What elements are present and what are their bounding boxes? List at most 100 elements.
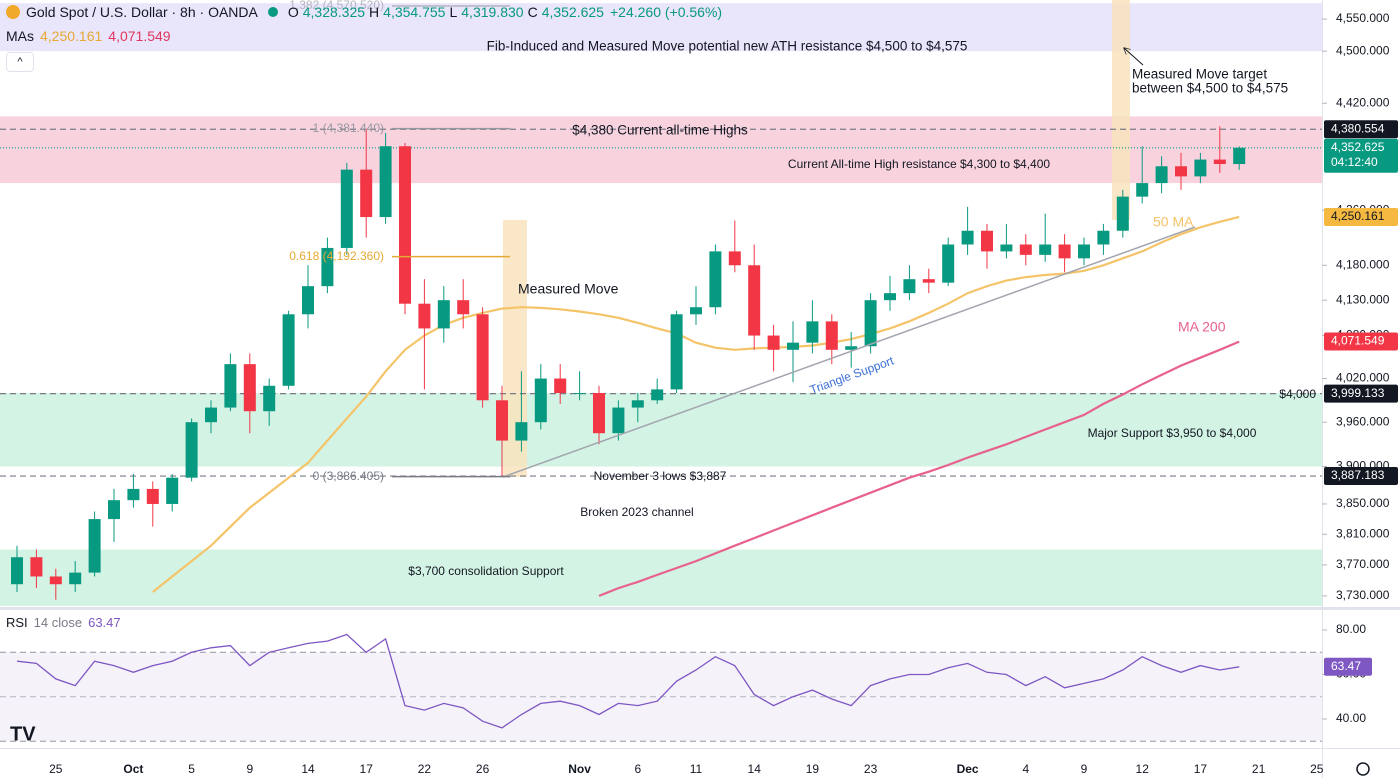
candle-body (11, 557, 23, 585)
candle-body (922, 279, 935, 283)
candle-body (108, 500, 120, 520)
x-tick-label: Oct (123, 762, 143, 776)
candle-body (942, 244, 955, 283)
moving-average (598, 340, 1240, 597)
market-status (267, 7, 278, 17)
y-tick-label: 3,770.000 (1336, 557, 1390, 571)
candle-body (1233, 147, 1246, 165)
candle-body (1097, 230, 1110, 245)
ohlc-key: H (369, 4, 380, 20)
ohlc: O 4,328.325 H 4,354.755 L 4,319.830 C 4,352.625 (288, 4, 604, 20)
candle-body (767, 335, 780, 350)
symbol-row: Gold Spot / U.S. Dollar · 8h · OANDA O 4,… (6, 4, 722, 20)
x-tick-label: 5 (188, 762, 195, 776)
fib-label: 1 (4,381.440) (313, 121, 384, 135)
candle-body (166, 477, 179, 504)
candle-body (437, 300, 450, 329)
candle-body (534, 378, 547, 423)
candle-body (728, 251, 741, 266)
candle-body (981, 230, 993, 252)
zone (0, 549, 1322, 606)
y-tick-label: 3,730.000 (1336, 588, 1390, 602)
x-tick-label: 12 (1136, 762, 1150, 776)
ma-value: 4,250.161 (40, 28, 103, 44)
x-tick-label: 19 (806, 762, 820, 776)
annotation: $4,380 Current all-time Highs (572, 123, 748, 138)
zones (0, 3, 1322, 606)
candle-body (515, 422, 528, 441)
rsi-value-label: 63.47 (1331, 659, 1361, 673)
y-tick-label: 3,810.000 (1336, 526, 1390, 540)
candle-body (30, 557, 43, 577)
candle-body (806, 321, 819, 343)
candle-body (903, 279, 916, 294)
candle-body (1058, 244, 1071, 259)
candle-body (1019, 244, 1032, 255)
x-tick-label: 21 (1252, 762, 1266, 776)
countdown: 04:12:40 (1331, 155, 1378, 169)
candle-body (418, 303, 431, 329)
fib-label: 0 (3,886.405) (313, 469, 384, 483)
candle-body (1194, 159, 1207, 177)
candle-body (1175, 166, 1187, 177)
x-tick-label: 17 (1194, 762, 1208, 776)
ma-row: MAs 4,250.161 4,071.549 (6, 28, 171, 44)
candle-body (457, 300, 470, 315)
arrow (1124, 48, 1144, 66)
x-tick-label: 22 (418, 762, 432, 776)
price-label: 4,071.549 (1331, 334, 1385, 348)
candle-body (302, 286, 314, 315)
price-label-box (1324, 467, 1398, 486)
series-label: 50 MA (1153, 214, 1194, 230)
candle-body (709, 251, 722, 308)
annotations: Fib-Induced and Measured Move potential … (289, 0, 1316, 578)
annotation: between $4,500 to $4,575 (1132, 81, 1288, 96)
fib-label: 0.618 (4,192.360) (289, 249, 384, 263)
ohlc-value: 4,354.755 (383, 4, 446, 20)
x-tick-label: 4 (1022, 762, 1029, 776)
candle-body (127, 488, 140, 501)
symbol-icon (6, 5, 20, 19)
candle-body (146, 488, 159, 504)
settings-icon[interactable] (1356, 762, 1370, 776)
x-tick-label: 25 (1310, 762, 1324, 776)
candle-body (340, 169, 353, 248)
y-tick-label: 4,550.000 (1336, 11, 1390, 25)
candle-body (185, 422, 198, 478)
candle-body (631, 400, 644, 408)
y-tick-label: 4,180.000 (1336, 257, 1390, 271)
candle-body (612, 407, 625, 434)
price-marks (0, 126, 1322, 600)
x-tick-label: 25 (49, 762, 63, 776)
y-tick-label: 40.00 (1336, 711, 1366, 725)
candle-body (845, 346, 858, 350)
collapse-button[interactable]: ^ (6, 52, 34, 72)
candle-body (224, 364, 237, 408)
zone (0, 3, 1322, 52)
annotation: Major Support $3,950 to $4,000 (1088, 426, 1257, 440)
price-label-box (1324, 207, 1398, 226)
candle-body (49, 576, 62, 585)
rsi-value-box (1324, 657, 1372, 676)
candle-body (864, 300, 877, 347)
annotation: Broken 2023 channel (580, 505, 693, 519)
x-tick-label: 14 (301, 762, 315, 776)
ohlc-key: L (449, 4, 458, 20)
price-label: 4,250.161 (1331, 209, 1385, 223)
x-tick-label: 14 (748, 762, 762, 776)
candle-body (69, 572, 82, 585)
y-tick-label: 4,130.000 (1336, 292, 1390, 306)
candle-body (399, 146, 411, 304)
price-label-box (1324, 138, 1398, 173)
candle-body (573, 393, 586, 395)
candle-body (748, 265, 761, 336)
series-label: MA 200 (1178, 319, 1226, 335)
rsi-value: 63.47 (88, 615, 121, 630)
x-tick-label: 6 (634, 762, 641, 776)
ohlc-value: 4,328.325 (302, 4, 366, 20)
candle-body (651, 389, 664, 401)
y-tick-label: 4,020.000 (1336, 371, 1390, 385)
rsi-title: RSI (6, 615, 28, 630)
